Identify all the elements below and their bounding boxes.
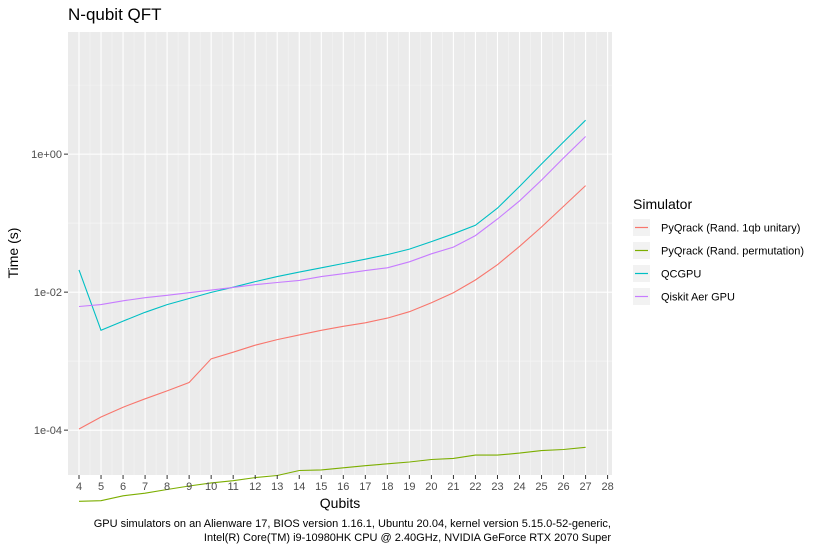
grid-major [68,32,612,475]
chart-title: N-qubit QFT [68,5,162,24]
legend-title: Simulator [633,196,692,212]
plot-panel [68,32,612,475]
x-tick-label: 5 [98,481,104,493]
x-tick-label: 22 [469,481,481,493]
x-tick-label: 6 [120,481,126,493]
x-tick-label: 16 [337,481,349,493]
x-tick-label: 27 [579,481,591,493]
caption-line-1: GPU simulators on an Alienware 17, BIOS … [94,518,611,530]
x-tick-label: 19 [403,481,415,493]
x-tick-label: 25 [535,481,547,493]
x-axis-title: Qubits [320,495,360,511]
x-tick-label: 28 [601,481,613,493]
caption-line-2: Intel(R) Core(TM) i9-10980HK CPU @ 2.40G… [204,532,611,544]
x-tick-label: 4 [76,481,82,493]
x-tick-label: 21 [447,481,459,493]
y-axis-title: Time (s) [5,228,21,279]
x-tick-label: 9 [186,481,192,493]
x-tick-label: 14 [293,481,305,493]
legend-label: PyQrack (Rand. 1qb unitary) [661,223,800,235]
x-axis-ticks: 4 5 6 7 8 9 10 11 12 13 14 15 16 17 18 19 20 21 22 23 24 25 26… [76,475,614,493]
x-tick-label: 24 [513,481,525,493]
legend-label: PyQrack (Rand. permutation) [661,246,804,258]
x-tick-label: 15 [315,481,327,493]
x-tick-label: 17 [359,481,371,493]
x-tick-label: 12 [249,481,261,493]
y-tick-label: 1e-04 [34,425,62,437]
series-line-4 [78,136,586,308]
x-tick-label: 26 [557,481,569,493]
y-axis-ticks: 1e-04 1e-02 1e+00 [31,149,68,437]
x-tick-label: 10 [205,481,217,493]
x-tick-label: 11 [227,481,238,493]
y-tick-label: 1e+00 [31,149,62,161]
y-tick-label: 1e-02 [34,287,62,299]
legend-label: Qiskit Aer GPU [661,292,735,304]
x-tick-label: 23 [491,481,503,493]
series-line-2 [78,446,586,502]
series-line-1 [78,185,586,430]
series-lines [78,119,586,502]
x-tick-label: 20 [425,481,437,493]
x-tick-label: 18 [381,481,393,493]
legend: Simulator PyQrack (Rand. 1qb unitary) PyQ… [633,196,804,305]
x-tick-label: 8 [164,481,170,493]
x-tick-label: 13 [271,481,283,493]
grid-minor [68,32,612,475]
x-tick-label: 7 [142,481,148,493]
legend-label: QCGPU [661,269,701,281]
series-line-3 [78,119,586,332]
